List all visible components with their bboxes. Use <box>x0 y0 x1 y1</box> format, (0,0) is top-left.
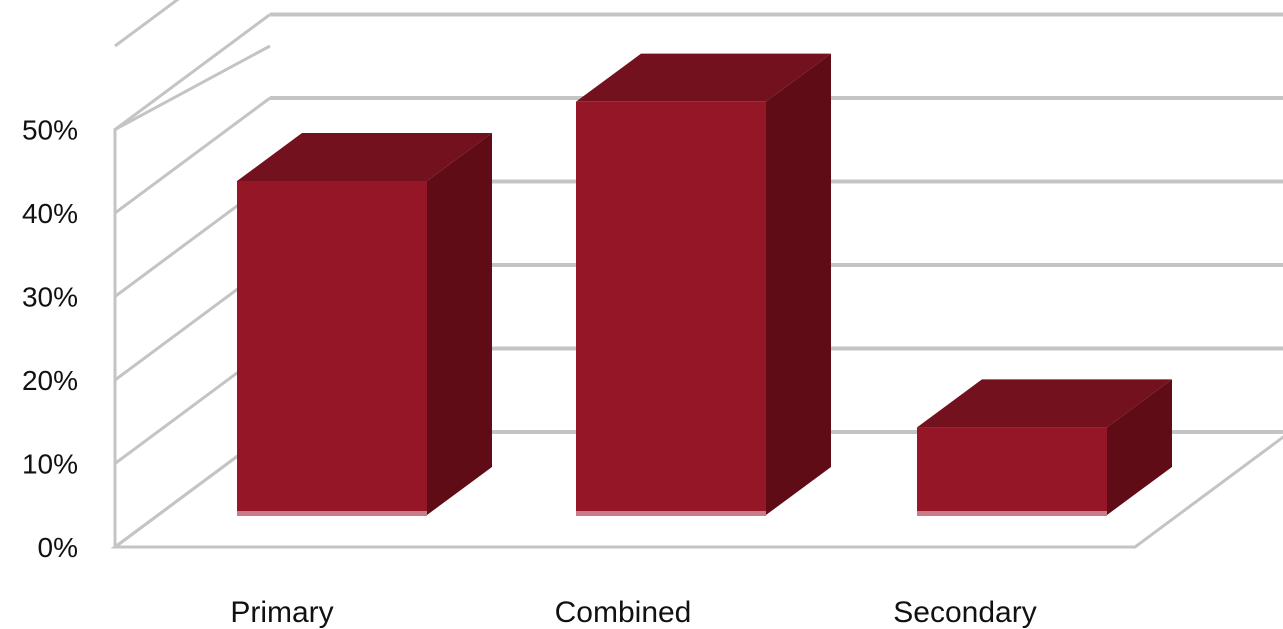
side-wall-gridline <box>114 13 271 131</box>
bar-top-face <box>917 379 1172 428</box>
bars <box>237 53 1172 516</box>
bar-side-face <box>766 53 831 516</box>
bar-bottom-edge <box>576 511 766 516</box>
y-tick-label: 20% <box>22 365 78 396</box>
side-wall-gridline <box>114 0 180 48</box>
bar-top-face <box>576 53 831 102</box>
bar-secondary <box>917 379 1172 516</box>
y-axis-tick-labels: 0% 10% 20% 30% 40% 50% <box>22 115 78 564</box>
x-axis-category-labels: Primary Combined Secondary <box>230 596 1036 629</box>
y-tick-label: 10% <box>22 449 78 480</box>
y-tick-label: 30% <box>22 282 78 313</box>
bar-bottom-edge <box>237 511 427 516</box>
bar-top-face <box>237 133 492 181</box>
x-tick-label-primary: Primary <box>230 596 333 629</box>
bar-side-face <box>427 133 492 515</box>
bar-side-face <box>1107 379 1172 515</box>
y-tick-label: 40% <box>22 198 78 229</box>
bar-front-face <box>917 427 1107 515</box>
bar-bottom-edge <box>917 511 1107 516</box>
y-tick-label: 0% <box>38 532 78 563</box>
y-tick-label: 50% <box>22 115 78 146</box>
x-tick-label-secondary: Secondary <box>893 596 1036 629</box>
bar-front-face <box>576 101 766 516</box>
bar-combined <box>576 53 831 516</box>
x-tick-label-combined: Combined <box>555 596 692 629</box>
side-wall-gridline <box>114 96 271 215</box>
bar-primary <box>237 133 492 516</box>
bar-front-face <box>237 181 427 515</box>
